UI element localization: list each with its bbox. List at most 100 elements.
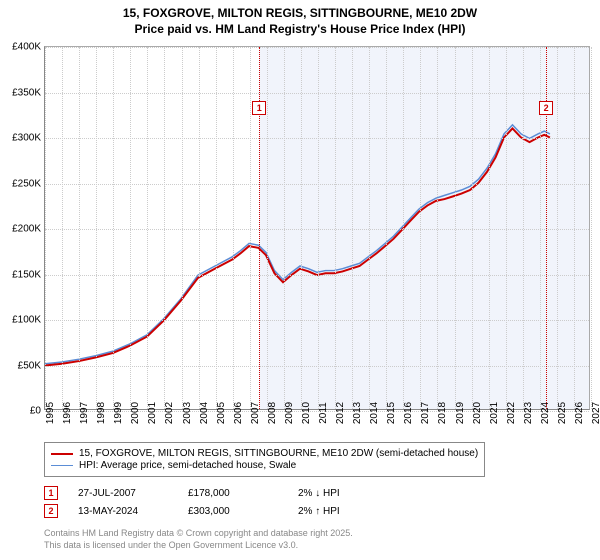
- gridline-vertical: [369, 47, 370, 409]
- gridline-horizontal: [45, 93, 589, 94]
- gridline-vertical: [250, 47, 251, 409]
- y-axis-tick-label: £0: [30, 406, 41, 417]
- x-axis-tick-label: 2014: [369, 402, 380, 424]
- gridline-vertical: [130, 47, 131, 409]
- x-axis-tick-label: 2020: [472, 402, 483, 424]
- event-table: 1 27-JUL-2007£178,0002% ↓ HPI 2 13-MAY-2024…: [44, 484, 408, 520]
- y-axis-tick-label: £250K: [12, 178, 41, 189]
- x-axis-tick-label: 1998: [96, 402, 107, 424]
- x-axis-tick-label: 2025: [557, 402, 568, 424]
- legend-box: 15, FOXGROVE, MILTON REGIS, SITTINGBOURN…: [44, 442, 485, 477]
- gridline-vertical: [352, 47, 353, 409]
- gridline-vertical: [420, 47, 421, 409]
- event-table-row: 213-MAY-2024£303,0002% ↑ HPI: [44, 502, 408, 520]
- legend-swatch: [51, 453, 73, 455]
- y-axis-tick-label: £200K: [12, 224, 41, 235]
- plot-area: £0£50K£100K£150K£200K£250K£300K£350K£400…: [44, 46, 590, 410]
- x-axis-tick-label: 2001: [147, 402, 158, 424]
- y-axis-tick-label: £350K: [12, 87, 41, 98]
- x-axis-tick-label: 2002: [164, 402, 175, 424]
- event-table-cell-date: 13-MAY-2024: [78, 506, 188, 517]
- x-axis-tick-label: 2010: [301, 402, 312, 424]
- footer-line-2: This data is licensed under the Open Gov…: [44, 540, 353, 552]
- gridline-vertical: [523, 47, 524, 409]
- y-axis-tick-label: £100K: [12, 315, 41, 326]
- gridline-vertical: [386, 47, 387, 409]
- footer-line-1: Contains HM Land Registry data © Crown c…: [44, 528, 353, 540]
- x-axis-tick-label: 1997: [79, 402, 90, 424]
- gridline-horizontal: [45, 366, 589, 367]
- chart-container: 15, FOXGROVE, MILTON REGIS, SITTINGBOURN…: [0, 0, 600, 560]
- x-axis-tick-label: 1996: [62, 402, 73, 424]
- gridline-vertical: [164, 47, 165, 409]
- gridline-vertical: [113, 47, 114, 409]
- gridline-vertical: [45, 47, 46, 409]
- y-axis-tick-label: £50K: [18, 360, 41, 371]
- event-table-cell-date: 27-JUL-2007: [78, 488, 188, 499]
- event-marker-badge: 1: [252, 101, 266, 115]
- gridline-vertical: [335, 47, 336, 409]
- event-table-cell-delta: 2% ↓ HPI: [298, 488, 408, 499]
- x-axis-tick-label: 2027: [591, 402, 600, 424]
- gridline-horizontal: [45, 47, 589, 48]
- gridline-vertical: [437, 47, 438, 409]
- gridline-vertical: [182, 47, 183, 409]
- gridline-vertical: [147, 47, 148, 409]
- event-table-cell-delta: 2% ↑ HPI: [298, 506, 408, 517]
- x-axis-tick-label: 2018: [437, 402, 448, 424]
- gridline-vertical: [472, 47, 473, 409]
- gridline-vertical: [557, 47, 558, 409]
- gridline-vertical: [79, 47, 80, 409]
- legend-row: HPI: Average price, semi-detached house,…: [51, 460, 478, 471]
- x-axis-tick-label: 2004: [199, 402, 210, 424]
- x-axis-tick-label: 2017: [420, 402, 431, 424]
- series-line: [45, 128, 550, 365]
- legend-label: 15, FOXGROVE, MILTON REGIS, SITTINGBOURN…: [79, 448, 478, 459]
- x-axis-tick-label: 2012: [335, 402, 346, 424]
- legend-swatch: [51, 465, 73, 466]
- title-line-2: Price paid vs. HM Land Registry's House …: [0, 22, 600, 38]
- event-table-cell-price: £178,000: [188, 488, 298, 499]
- x-axis-tick-label: 2005: [216, 402, 227, 424]
- event-table-badge: 2: [44, 504, 58, 518]
- event-table-row: 1 27-JUL-2007£178,0002% ↓ HPI: [44, 484, 408, 502]
- series-line: [45, 125, 550, 364]
- gridline-horizontal: [45, 320, 589, 321]
- x-axis-tick-label: 2022: [506, 402, 517, 424]
- gridline-vertical: [591, 47, 592, 409]
- title-line-1: 15, FOXGROVE, MILTON REGIS, SITTINGBOURN…: [0, 6, 600, 22]
- gridline-vertical: [96, 47, 97, 409]
- legend-label: HPI: Average price, semi-detached house,…: [79, 460, 296, 471]
- gridline-vertical: [216, 47, 217, 409]
- x-axis-tick-label: 2021: [489, 402, 500, 424]
- gridline-horizontal: [45, 184, 589, 185]
- gridline-horizontal: [45, 138, 589, 139]
- x-axis-tick-label: 2013: [352, 402, 363, 424]
- y-axis-tick-label: £300K: [12, 133, 41, 144]
- x-axis-tick-label: 2016: [403, 402, 414, 424]
- x-axis-tick-label: 2009: [284, 402, 295, 424]
- gridline-vertical: [199, 47, 200, 409]
- gridline-vertical: [489, 47, 490, 409]
- legend-row: 15, FOXGROVE, MILTON REGIS, SITTINGBOURN…: [51, 448, 478, 459]
- gridline-vertical: [455, 47, 456, 409]
- gridline-horizontal: [45, 275, 589, 276]
- gridline-vertical: [506, 47, 507, 409]
- y-axis-tick-label: £400K: [12, 42, 41, 53]
- gridline-vertical: [267, 47, 268, 409]
- gridline-vertical: [62, 47, 63, 409]
- gridline-vertical: [318, 47, 319, 409]
- event-marker-badge: 2: [539, 101, 553, 115]
- x-axis-tick-label: 2008: [267, 402, 278, 424]
- chart-title: 15, FOXGROVE, MILTON REGIS, SITTINGBOURN…: [0, 0, 600, 37]
- gridline-horizontal: [45, 229, 589, 230]
- chart-lines-svg: [45, 47, 589, 409]
- x-axis-tick-label: 2003: [182, 402, 193, 424]
- gridline-vertical: [403, 47, 404, 409]
- x-axis-tick-label: 2006: [233, 402, 244, 424]
- y-axis-tick-label: £150K: [12, 269, 41, 280]
- event-table-badge: 1: [44, 486, 58, 500]
- x-axis-tick-label: 2023: [523, 402, 534, 424]
- x-axis-tick-label: 2026: [574, 402, 585, 424]
- footer-attribution: Contains HM Land Registry data © Crown c…: [44, 528, 353, 551]
